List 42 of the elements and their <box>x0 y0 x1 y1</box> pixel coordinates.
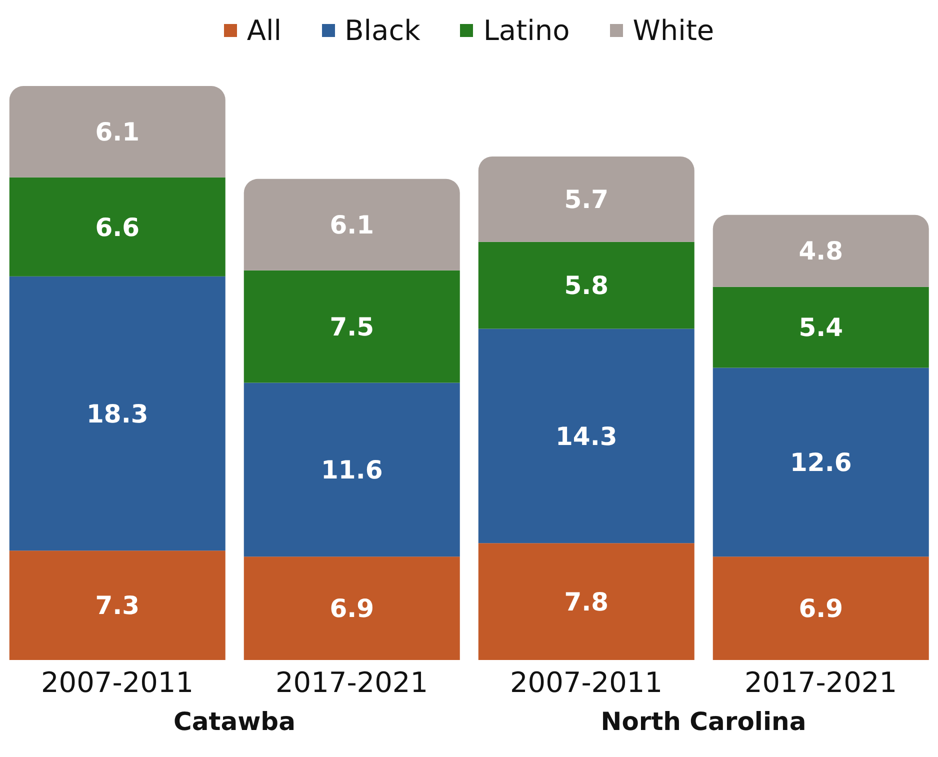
legend-label: White <box>632 14 714 46</box>
bar <box>9 177 226 276</box>
data-label: 5.8 <box>564 271 609 300</box>
bar <box>478 242 694 329</box>
x-tick-label: 2017-2021 <box>744 666 898 699</box>
data-label: 4.8 <box>798 236 844 266</box>
data-label: 14.3 <box>556 422 618 451</box>
legend-label: All <box>246 14 282 46</box>
bar <box>244 556 460 660</box>
legend-label: Black <box>344 14 420 46</box>
bar <box>712 214 929 287</box>
data-label: 5.4 <box>798 313 844 342</box>
bar <box>478 328 694 544</box>
bar <box>244 178 460 270</box>
data-label: 6.6 <box>95 212 140 242</box>
data-label: 5.7 <box>564 185 609 214</box>
bar <box>244 270 460 383</box>
x-tick-label: 2007-2011 <box>40 666 194 699</box>
legend-label: Latino <box>483 14 570 46</box>
data-label: 6.9 <box>798 594 844 624</box>
data-label: 6.1 <box>95 118 140 147</box>
data-label: 18.3 <box>86 399 148 428</box>
bar <box>712 556 929 660</box>
text: North Carolina <box>600 706 806 738</box>
bar <box>9 276 226 551</box>
bar <box>9 550 226 660</box>
text: Catawba <box>174 706 296 738</box>
bar <box>9 86 226 178</box>
x-tick-label: 2007-2011 <box>510 666 663 699</box>
x-tick-label: 2017-2021 <box>275 666 428 699</box>
bar <box>712 368 929 557</box>
data-label: 6.1 <box>330 210 374 240</box>
data-label: 7.8 <box>564 587 609 616</box>
data-label: 11.6 <box>321 456 383 485</box>
data-label: 7.5 <box>330 312 374 342</box>
bar <box>478 156 694 242</box>
data-label: 12.6 <box>790 448 852 478</box>
data-label: 7.3 <box>95 591 140 620</box>
bar <box>478 543 694 660</box>
bar <box>244 382 460 557</box>
data-label: 6.9 <box>330 594 374 624</box>
bar <box>712 286 929 368</box>
